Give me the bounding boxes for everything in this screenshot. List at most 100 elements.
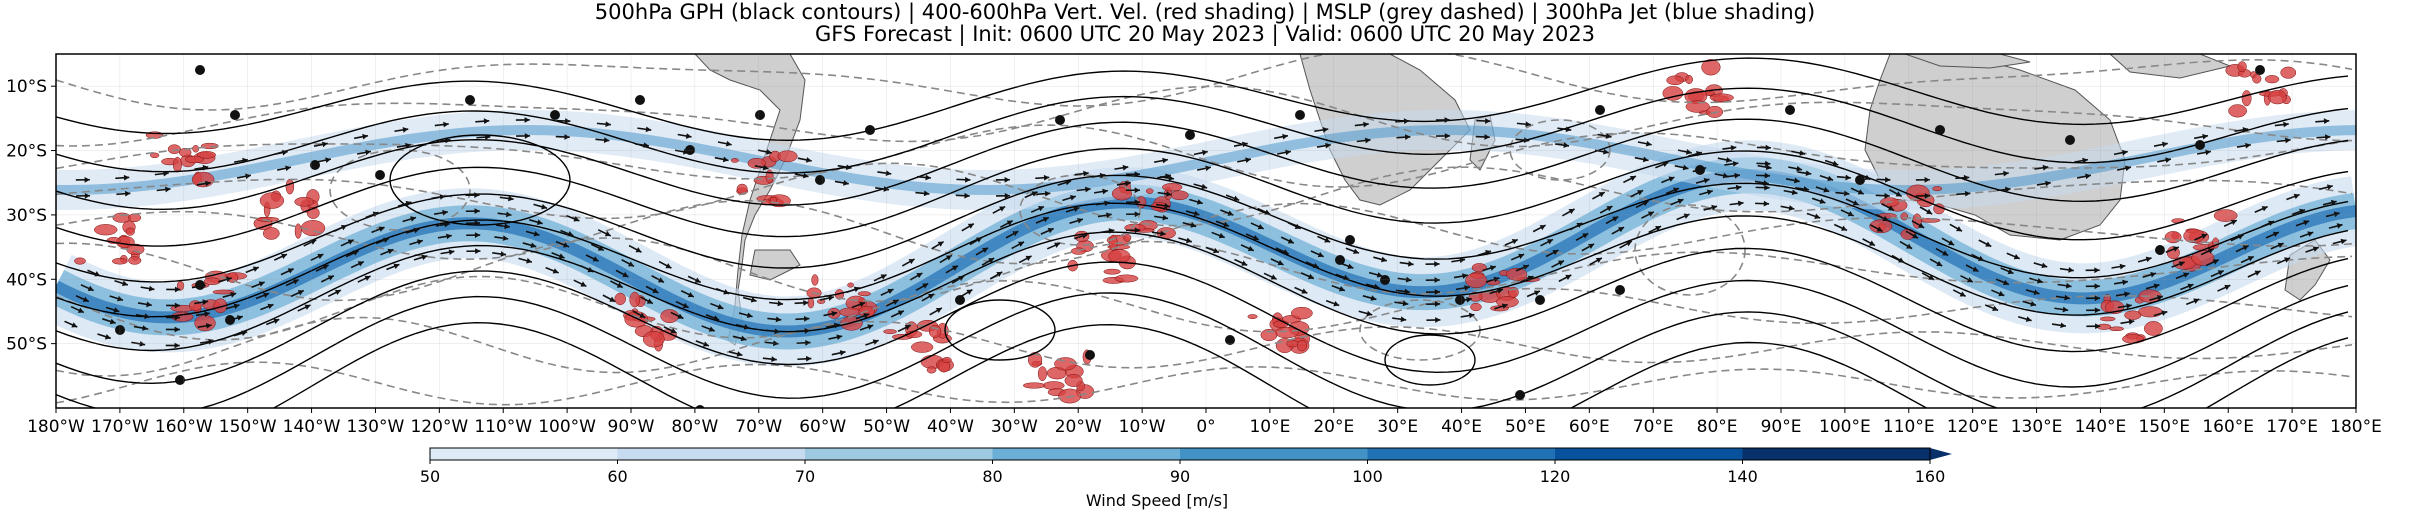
cyclone-center-marker <box>955 295 965 305</box>
wind-vector-head <box>208 338 214 345</box>
wind-vector-head <box>1598 192 1605 198</box>
wind-vector-head <box>2172 246 2179 252</box>
wind-vector-head <box>1134 227 1141 234</box>
vertical-velocity-patch <box>2237 61 2247 72</box>
wind-vector-head <box>405 142 411 149</box>
cyclone-center-marker <box>550 110 560 120</box>
wind-vector-head <box>2336 223 2343 229</box>
gph-contour <box>56 202 2349 318</box>
cyclone-center-marker <box>865 125 875 135</box>
wind-vector-head <box>1662 161 1669 168</box>
wind-vector-head <box>892 299 899 305</box>
wind-vector-head <box>1434 301 1441 307</box>
wind-vector-head <box>1501 303 1508 309</box>
wind-vector-head <box>1485 249 1492 256</box>
lon-tick-label: 30°W <box>991 417 1038 437</box>
colorbar: 50 60 70 80 90 100 120 140 160 <box>420 447 1952 486</box>
lon-tick-label: 120°W <box>410 417 468 437</box>
vertical-velocity-patch <box>172 156 182 173</box>
wind-vector-head <box>146 301 152 308</box>
wind-vector-head <box>1948 240 1955 246</box>
wind-vector-head <box>1588 243 1595 250</box>
wind-vector-head <box>1711 204 1718 211</box>
wind-vector-head <box>530 242 537 249</box>
wind-vector-head <box>2030 301 2037 307</box>
colorbar-extend-arrow <box>1930 448 1952 460</box>
vertical-velocity-patch <box>167 144 181 154</box>
wind-vector-head <box>2202 133 2208 140</box>
wind-vector-head <box>310 239 317 245</box>
wind-vector-head <box>1322 127 1329 133</box>
wind-vector-head <box>2161 310 2168 316</box>
wind-vector-head <box>245 173 251 180</box>
lon-tick-label: 40°W <box>927 417 974 437</box>
cyclone-center-marker <box>1595 105 1605 115</box>
wind-vector-head <box>533 230 540 237</box>
wind-vector-head <box>2062 306 2069 313</box>
colorbar-segment <box>1367 448 1556 460</box>
wind-vector-head <box>952 265 959 271</box>
wind-vector-head <box>2126 303 2132 309</box>
vertical-velocity-patch <box>2264 75 2280 84</box>
wind-vector-head <box>1799 150 1806 156</box>
wind-vector-head <box>1006 220 1013 226</box>
vertical-velocity-patch <box>2144 321 2163 336</box>
wind-vector-head <box>872 339 879 345</box>
vertical-velocity-patch <box>1465 272 1488 289</box>
colorbar-label: Wind Speed [m/s] <box>1086 491 1228 510</box>
wind-vector-head <box>1847 211 1854 217</box>
wind-vector-head <box>863 313 870 319</box>
vertical-velocity-patch <box>1114 274 1139 283</box>
cyclone-center-marker <box>375 170 385 180</box>
wind-vector-head <box>908 259 915 265</box>
wind-vector-head <box>1884 192 1890 199</box>
wind-vector-head <box>1497 288 1503 294</box>
wind-vector-head <box>1985 241 1992 247</box>
wind-vector-head <box>292 279 299 285</box>
wind-vector-head <box>1245 157 1251 163</box>
wind-vector-head <box>1164 202 1170 209</box>
wind-vector-head <box>1325 142 1331 149</box>
vertical-velocity-patch <box>807 297 815 309</box>
vertical-velocity-patch <box>262 227 280 240</box>
wind-vector-head <box>2002 279 2009 286</box>
gph-closed-contour <box>944 299 1056 361</box>
wind-vector-head <box>163 170 169 177</box>
vertical-velocity-patch <box>1023 382 1046 389</box>
wind-vector-head <box>1924 176 1930 183</box>
wind-vector-head <box>1618 227 1625 233</box>
cyclone-center-marker <box>225 315 235 325</box>
wind-vector-head <box>1366 310 1373 317</box>
lon-tick-label: 40°E <box>1441 417 1482 437</box>
wind-vector-head <box>1408 260 1414 267</box>
wind-vector-head <box>236 315 243 321</box>
wind-vector-head <box>202 299 209 306</box>
wind-vector-head <box>347 239 354 245</box>
lat-tick-label: 20°S <box>6 142 47 162</box>
wind-vector-head <box>1042 217 1049 223</box>
wind-vector-head <box>2237 234 2244 240</box>
lon-tick-label: 130°E <box>2011 417 2063 437</box>
wind-vector-head <box>682 302 689 308</box>
wind-vector-head <box>1868 240 1875 246</box>
wind-vector-head <box>1539 225 1546 231</box>
wind-vector-head <box>2193 298 2200 304</box>
wind-vector-head <box>702 341 709 347</box>
lat-tick-label: 10°S <box>6 77 47 97</box>
wind-vector-head <box>883 186 890 192</box>
wind-vector-head <box>805 355 812 362</box>
lon-tick-label: 140°E <box>2075 417 2127 437</box>
wind-vector-head <box>945 255 952 261</box>
wind-vector-head <box>2122 149 2128 156</box>
wind-vector-head <box>622 271 629 277</box>
wind-vector-head <box>1165 191 1172 197</box>
wind-vector-head <box>708 326 715 332</box>
lon-tick-label: 50°E <box>1505 417 1546 437</box>
wind-vector-head <box>1247 245 1254 252</box>
wind-vector-head <box>1073 206 1080 212</box>
wind-vector-head <box>885 170 892 177</box>
wind-vector-head <box>2212 259 2219 265</box>
wind-vector-head <box>287 268 294 274</box>
wind-vector-head <box>2145 256 2152 263</box>
wind-vector-head <box>2003 170 2009 177</box>
